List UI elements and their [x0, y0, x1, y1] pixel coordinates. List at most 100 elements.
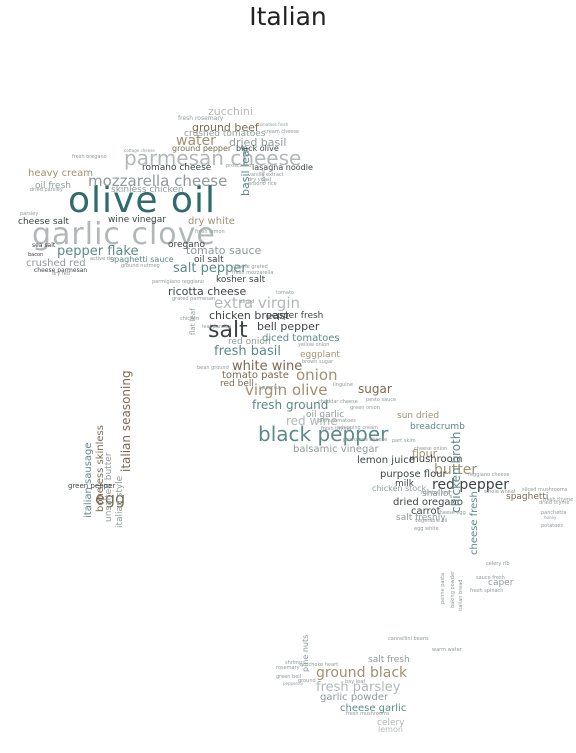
word-ground-pepper: ground pepper [172, 144, 232, 153]
word-balsamic-vinegar: balsamic vinegar [293, 444, 379, 455]
word-bell-pepper: bell pepper [257, 320, 320, 333]
word-pepper-flake: pepper flake [57, 244, 139, 259]
word-parmesan-cheese: parmesan cheese [124, 146, 302, 170]
word-cannellini-beans: cannellini beans [388, 636, 429, 642]
word-green-onion: green onion [350, 405, 380, 411]
word-green-bell: green bell [276, 674, 302, 680]
word-cheese-garlic: cheese garlic [340, 703, 407, 714]
word-sugar: sugar [358, 382, 392, 396]
word-mushroom: mushroom [409, 454, 463, 465]
chart-title: Italian [249, 2, 327, 31]
word-spaghetti: spaghetti [506, 492, 549, 502]
word-plum-tomatoes: plum tomatoes [318, 418, 356, 424]
word-lemon-juice: lemon juice [357, 455, 415, 466]
word-grated-parmesan: grated parmesan [172, 296, 216, 302]
word-oregano: oregano [168, 240, 205, 250]
word-heavy-cream: heavy cream [28, 168, 94, 179]
word-celery: celery [377, 718, 405, 728]
word-tomato-sauce: tomato sauce [186, 244, 262, 257]
word-leaf-parsley: leaf parsley [202, 324, 232, 330]
word-sliced: sliced [240, 299, 255, 305]
word-dry-red: dry red [52, 271, 70, 277]
word-ground-beef: ground beef [192, 121, 259, 134]
word-cheddar-cheese: cheddar cheese [318, 399, 358, 405]
word-tomato: tomato [276, 290, 294, 296]
word-italian-seasoning: italian seasoning [119, 370, 133, 472]
word-yellow-onion: yellow onion [298, 342, 330, 348]
word-bay-leaf: bay leaf [345, 679, 366, 685]
word-fresh-mozzarella: fresh mozzarella [232, 270, 274, 276]
word-dried-thyme: dried thyme [539, 500, 570, 506]
word-shrimp: shrimp [285, 660, 303, 666]
word-rosemary: rosemary [276, 665, 300, 671]
word-romano-cheese: romano cheese [142, 163, 212, 173]
word-reggiano-cheese: reggiano cheese [468, 472, 510, 478]
word-chicken-breast: chicken breast [209, 309, 290, 322]
word-pepper-fresh: pepper fresh [266, 311, 324, 321]
word-ricotta-cheese: ricotta cheese [168, 285, 247, 298]
word-cottage-cheese: cottage cheese [124, 148, 155, 153]
word-cheese-grated: cheese grated [232, 264, 268, 270]
word-cream-cheese: cream cheese [264, 129, 300, 135]
word-salt: salt [208, 318, 248, 343]
word-salt-fresh: salt fresh [368, 655, 410, 665]
word-fresh-spinach: fresh spinach [470, 588, 504, 594]
word-parmigiano-reggiano: parmigiano reggiano [152, 279, 204, 285]
word-ground: ground [298, 678, 316, 684]
word-garlic-clove: garlic clove [32, 217, 216, 252]
word-chicken: chicken [180, 316, 200, 322]
word-potatoes: potatoes [541, 523, 563, 529]
word-penne-pasta: penne pasta [440, 572, 446, 604]
word-baking-powder: baking powder [450, 570, 456, 608]
word-roasted-red: roasted red [421, 490, 450, 496]
word-pepperoni: pepperoni [283, 681, 304, 686]
word-green-pepper: green pepper [68, 482, 116, 490]
word-crushed-red: crushed red [26, 258, 86, 269]
word-italian-sausage: italian sausage [83, 442, 94, 518]
word-artichoke-heart: artichoke heart [300, 662, 339, 668]
word-sauce-fresh: sauce fresh [476, 575, 505, 581]
word-fresh-rosemary: fresh rosemary [178, 115, 224, 122]
word-pesto-sauce: pesto sauce [366, 397, 397, 403]
word-fresh-thyme: fresh thyme [543, 497, 574, 503]
word-egg: egg [95, 489, 126, 508]
word-dry-yeast: dry yeast [248, 177, 272, 183]
word-shallot: shallot [422, 489, 452, 499]
word-fresh-ground: fresh ground [252, 398, 329, 412]
word-chicken-stock: chicken stock [372, 484, 427, 493]
word-vanilla-extract: vanilla extract [248, 172, 284, 178]
word-chicken-broth: chicken broth [449, 431, 463, 513]
word-cheese-onion: cheese onion [414, 446, 448, 452]
word-oil-fresh: oil fresh [35, 181, 71, 191]
word-extra-virgin: extra virgin [214, 294, 300, 312]
word-white-wine: white wine [232, 359, 303, 374]
word-active-dry: active dry [90, 256, 115, 262]
word-carrot: carrot [411, 506, 441, 517]
word-diced-tomatoes: diced tomatoes [262, 333, 340, 344]
word-breadcrumb: breadcrumb [410, 422, 465, 432]
word-fresh-oregano: fresh oregano [72, 154, 107, 160]
word-red-wine: red wine [286, 414, 338, 428]
word-celery-rib: celery rib [486, 561, 510, 567]
word-dried-parsley: dried parsley [30, 187, 63, 193]
word-brown-sugar: brown sugar [302, 359, 334, 365]
word-red-pepper: red pepper [432, 477, 510, 493]
word-ground-nutmeg: ground nutmeg [121, 263, 160, 269]
word-dried-oregano: dried oregano [393, 497, 464, 508]
word-oil-salt: oil salt [194, 255, 224, 265]
word-cheese-egg: cheese egg [437, 510, 466, 516]
word-fresh-thyme: fresh thyme [321, 426, 352, 432]
word-salt-freshly: salt freshly [396, 513, 446, 523]
word-red-bell: red bell [220, 379, 254, 389]
word-lasagna-noodle: lasagna noodle [252, 163, 313, 172]
word-panchetta: panchetta [541, 510, 567, 516]
word-red-onion: red onion [228, 337, 271, 347]
word-black-pepper: black pepper [258, 422, 389, 446]
word-part-skim: part skim [392, 438, 416, 444]
word-salt-pepper: salt pepper [173, 261, 247, 276]
word-whipping-cream: whipping cream [338, 425, 379, 431]
word-bean-ground: bean ground [197, 365, 229, 371]
word-fresh-parsley: fresh parsley [316, 680, 401, 695]
word-prosciutto: prosciutto [226, 163, 252, 169]
